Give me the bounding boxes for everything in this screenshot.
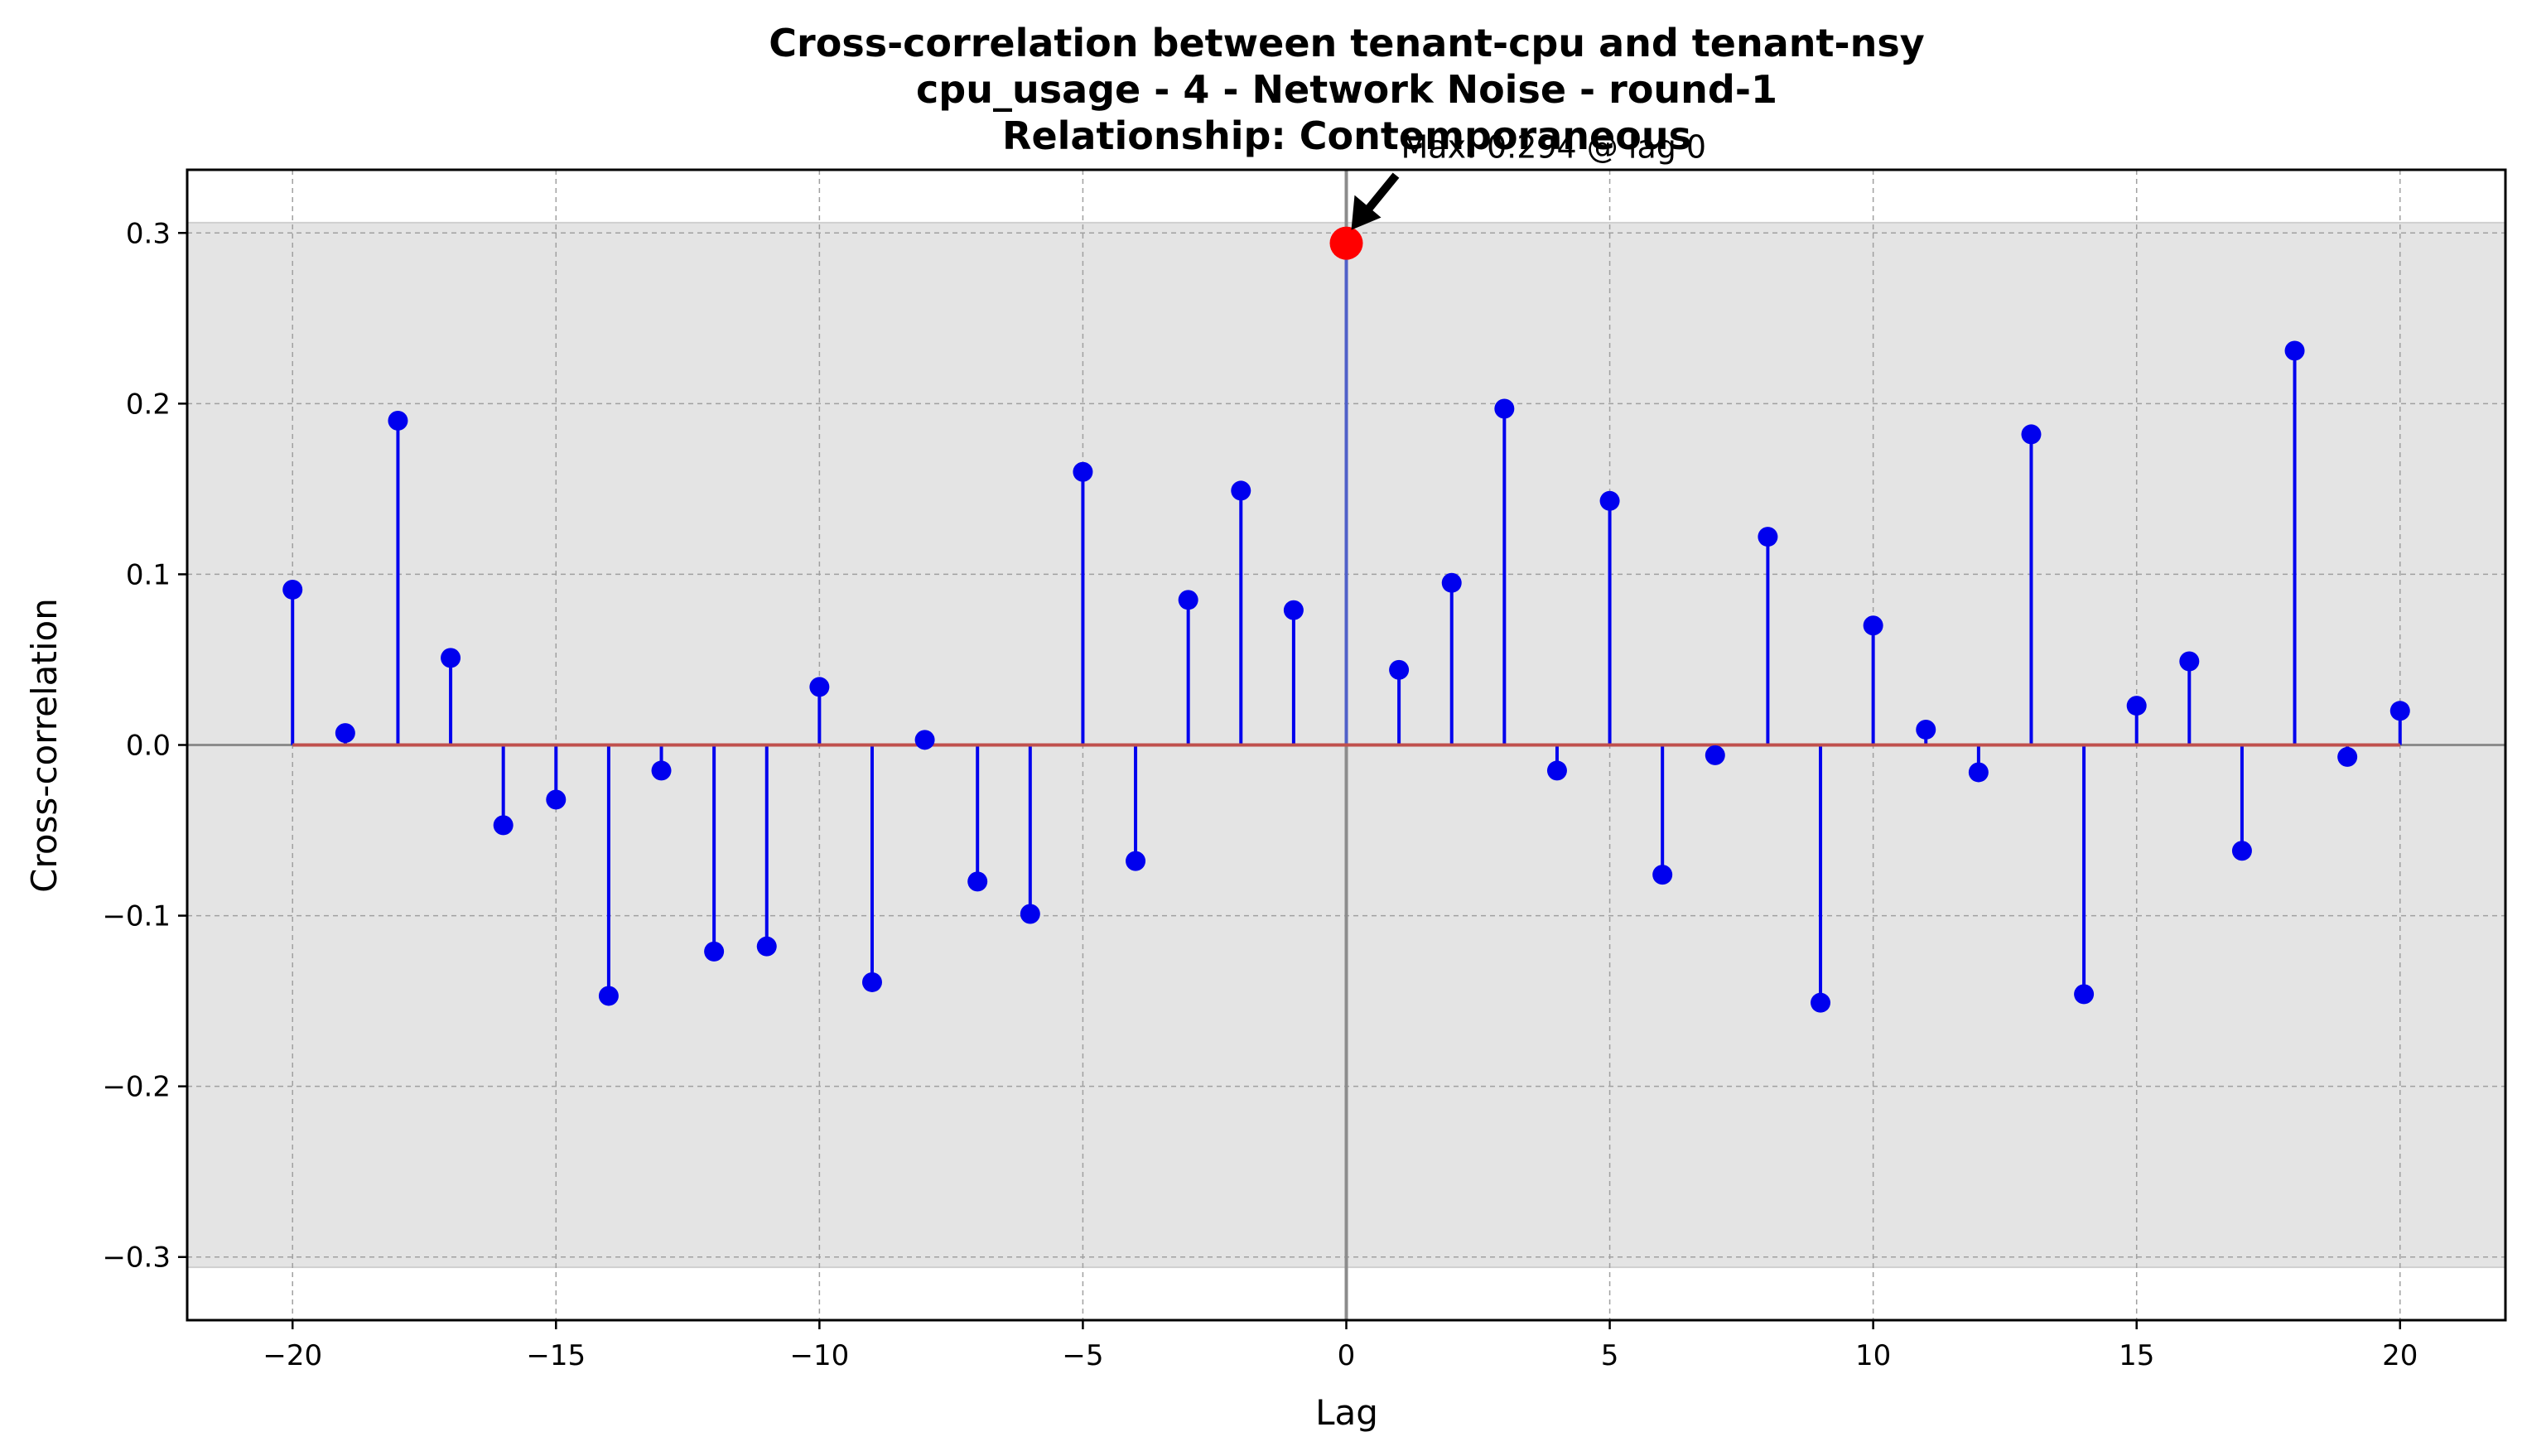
x-axis-ticks: −20 −15 −10 −5 0 5 10 15 20: [263, 1320, 2418, 1372]
data-point: [1283, 600, 1304, 620]
y-tick-label: −0.1: [102, 900, 171, 933]
annotation-arrow-head: [1351, 195, 1382, 230]
data-point: [388, 410, 408, 431]
x-tick-label: −20: [263, 1339, 322, 1372]
data-point: [704, 941, 725, 962]
data-point: [651, 760, 672, 781]
marker-series: [282, 226, 2410, 1013]
chart-title: Cross-correlation between tenant-cpu and…: [769, 21, 1924, 158]
data-point: [2074, 984, 2095, 1005]
data-point: [546, 789, 567, 810]
data-point: [2284, 340, 2305, 361]
data-point: [1916, 719, 1936, 740]
x-tick-label: 0: [1338, 1339, 1356, 1372]
data-point: [598, 986, 619, 1006]
stem-series: [291, 243, 2402, 1003]
data-point: [1231, 480, 1251, 501]
data-point: [2389, 701, 2410, 721]
data-point: [493, 815, 514, 836]
data-point: [967, 871, 988, 892]
y-tick-label: −0.3: [102, 1241, 171, 1275]
y-tick-label: 0.0: [126, 730, 171, 763]
y-axis-ticks: −0.3 −0.2 −0.1 0.0 0.1 0.2 0.3: [102, 217, 187, 1275]
data-point: [1968, 762, 1989, 783]
data-point: [2021, 424, 2042, 445]
max-annotation: Max: 0.294 @ lag 0: [1351, 129, 1707, 230]
max-point-marker: [1329, 226, 1363, 260]
x-tick-label: 15: [2119, 1339, 2154, 1372]
data-point: [335, 723, 355, 744]
x-tick-label: 5: [1601, 1339, 1619, 1372]
y-axis-label: Cross-correlation: [24, 598, 65, 893]
annotation-text: Max: 0.294 @ lag 0: [1401, 129, 1707, 166]
data-point: [1020, 904, 1040, 924]
x-tick-label: −15: [526, 1339, 586, 1372]
y-tick-label: 0.1: [126, 558, 171, 591]
data-point: [2231, 841, 2252, 861]
x-tick-label: 10: [1855, 1339, 1891, 1372]
data-point: [1758, 527, 1778, 547]
data-point: [2126, 696, 2147, 716]
y-tick-label: −0.2: [102, 1071, 171, 1104]
data-point: [282, 579, 303, 600]
chart-title-line: cpu_usage - 4 - Network Noise - round-1: [916, 67, 1777, 112]
data-point: [756, 936, 777, 957]
data-point: [1705, 745, 1725, 765]
data-point: [1599, 490, 1620, 511]
data-point: [1652, 865, 1673, 885]
x-tick-label: −5: [1062, 1339, 1103, 1372]
data-point: [1546, 760, 1567, 781]
data-point: [441, 648, 461, 668]
data-point: [1811, 992, 1831, 1013]
data-point: [1441, 572, 1462, 593]
x-tick-label: −10: [789, 1339, 849, 1372]
data-point: [1494, 398, 1515, 419]
data-point: [1863, 615, 1883, 636]
data-point: [2337, 746, 2358, 767]
chart-title-line: Relationship: Contemporaneous: [1002, 113, 1691, 158]
data-point: [1073, 461, 1093, 482]
data-point: [2179, 651, 2200, 672]
x-axis-label: Lag: [1315, 1392, 1378, 1433]
y-tick-label: 0.3: [126, 217, 171, 250]
data-point: [1126, 851, 1146, 871]
data-point: [861, 971, 882, 992]
chart-title-line: Cross-correlation between tenant-cpu and…: [769, 21, 1924, 65]
x-tick-label: 20: [2382, 1339, 2418, 1372]
data-point: [1178, 590, 1198, 610]
y-tick-label: 0.2: [126, 388, 171, 421]
data-point: [809, 677, 830, 697]
data-point: [914, 730, 935, 750]
data-point: [1389, 659, 1410, 680]
